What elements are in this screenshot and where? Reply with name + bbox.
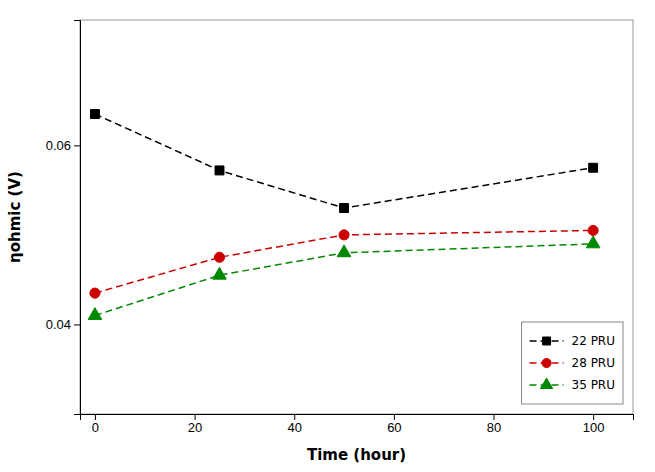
y-axis: 0.04 0.06 — [46, 21, 81, 415]
legend-marker — [542, 358, 551, 367]
tick: 100 — [583, 414, 605, 435]
series — [88, 236, 600, 319]
legend-item: 35 PRU — [530, 378, 615, 392]
legend-item: 22 PRU — [530, 334, 615, 348]
tick-label: 80 — [487, 420, 501, 435]
point — [337, 245, 351, 257]
plot: 0 20 40 60 80 100 0.04 0.06 22 PRU 28 PRU 35 PRU — [46, 20, 634, 435]
legend-box — [522, 322, 623, 404]
line — [95, 114, 593, 208]
tick-label: 0.06 — [46, 138, 71, 153]
tick-label: 60 — [387, 420, 401, 435]
legend-item: 28 PRU — [530, 356, 615, 370]
legend-label: 28 PRU — [572, 356, 615, 370]
tick-label: 0.04 — [46, 317, 71, 332]
line — [95, 244, 593, 316]
plot-frame — [80, 20, 633, 414]
x-axis-title: Time (hour) — [307, 446, 406, 464]
tick-mark — [74, 145, 80, 146]
tick-mark — [195, 414, 196, 420]
series — [90, 110, 597, 213]
tick-mark — [494, 414, 495, 420]
point — [90, 110, 99, 119]
axis-line — [81, 415, 634, 421]
tick: 60 — [387, 414, 401, 435]
tick-mark — [294, 414, 295, 420]
point — [588, 225, 598, 235]
tick-mark — [74, 324, 80, 325]
line — [95, 230, 593, 293]
axis-line — [74, 21, 81, 415]
point — [90, 288, 100, 298]
point — [340, 204, 349, 213]
legend-marker — [543, 337, 551, 345]
tick: 0.06 — [46, 138, 80, 153]
tick-mark — [95, 414, 96, 420]
tick-label: 40 — [287, 420, 301, 435]
legend: 22 PRU 28 PRU 35 PRU — [522, 322, 623, 404]
tick: 40 — [287, 414, 301, 435]
x-axis: 0 20 40 60 80 100 — [81, 414, 634, 435]
legend-label: 22 PRU — [572, 334, 615, 348]
marks — [88, 110, 600, 320]
point — [88, 308, 102, 320]
tick-mark — [394, 414, 395, 420]
legend-marker — [540, 378, 552, 389]
tick-label: 100 — [583, 420, 605, 435]
tick-label: 0 — [92, 420, 99, 435]
chart: 0 20 40 60 80 100 0.04 0.06 22 PRU 28 PRU 35 PRU Ti… — [0, 0, 655, 472]
tick-mark — [593, 414, 594, 420]
tick: 0.04 — [46, 317, 80, 332]
point — [589, 163, 598, 172]
tick: 20 — [188, 414, 202, 435]
point — [213, 267, 227, 279]
tick-label: 20 — [188, 420, 202, 435]
tick: 0 — [92, 414, 99, 435]
point — [586, 236, 600, 248]
legend-label: 35 PRU — [572, 378, 615, 392]
series — [90, 225, 598, 298]
tick: 80 — [487, 414, 501, 435]
point — [339, 230, 349, 240]
y-axis-title: ηohmic (V) — [6, 171, 24, 263]
point — [214, 252, 224, 262]
point — [215, 166, 224, 175]
